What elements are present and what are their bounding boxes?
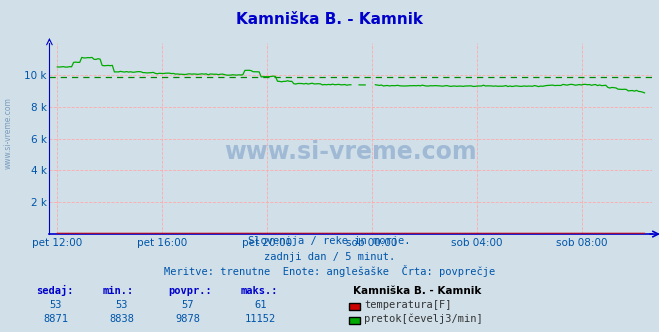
Text: 53: 53	[116, 300, 128, 310]
Text: pretok[čevelj3/min]: pretok[čevelj3/min]	[364, 313, 483, 324]
Text: www.si-vreme.com: www.si-vreme.com	[225, 140, 477, 164]
Text: Kamniška B. - Kamnik: Kamniška B. - Kamnik	[353, 286, 481, 296]
Text: temperatura[F]: temperatura[F]	[364, 300, 452, 310]
Text: 8871: 8871	[43, 314, 69, 324]
Text: maks.:: maks.:	[241, 286, 278, 296]
Text: 8838: 8838	[109, 314, 134, 324]
Text: 53: 53	[50, 300, 62, 310]
Text: Slovenija / reke in morje.: Slovenija / reke in morje.	[248, 236, 411, 246]
Text: zadnji dan / 5 minut.: zadnji dan / 5 minut.	[264, 252, 395, 262]
Text: Kamniška B. - Kamnik: Kamniška B. - Kamnik	[236, 12, 423, 27]
Text: Meritve: trenutne  Enote: anglešaške  Črta: povprečje: Meritve: trenutne Enote: anglešaške Črta…	[164, 265, 495, 277]
Text: povpr.:: povpr.:	[168, 286, 212, 296]
Text: 61: 61	[254, 300, 266, 310]
Text: www.si-vreme.com: www.si-vreme.com	[4, 97, 13, 169]
Text: sedaj:: sedaj:	[36, 285, 74, 296]
Text: min.:: min.:	[102, 286, 133, 296]
Text: 9878: 9878	[175, 314, 200, 324]
Text: 11152: 11152	[244, 314, 276, 324]
Text: 57: 57	[182, 300, 194, 310]
